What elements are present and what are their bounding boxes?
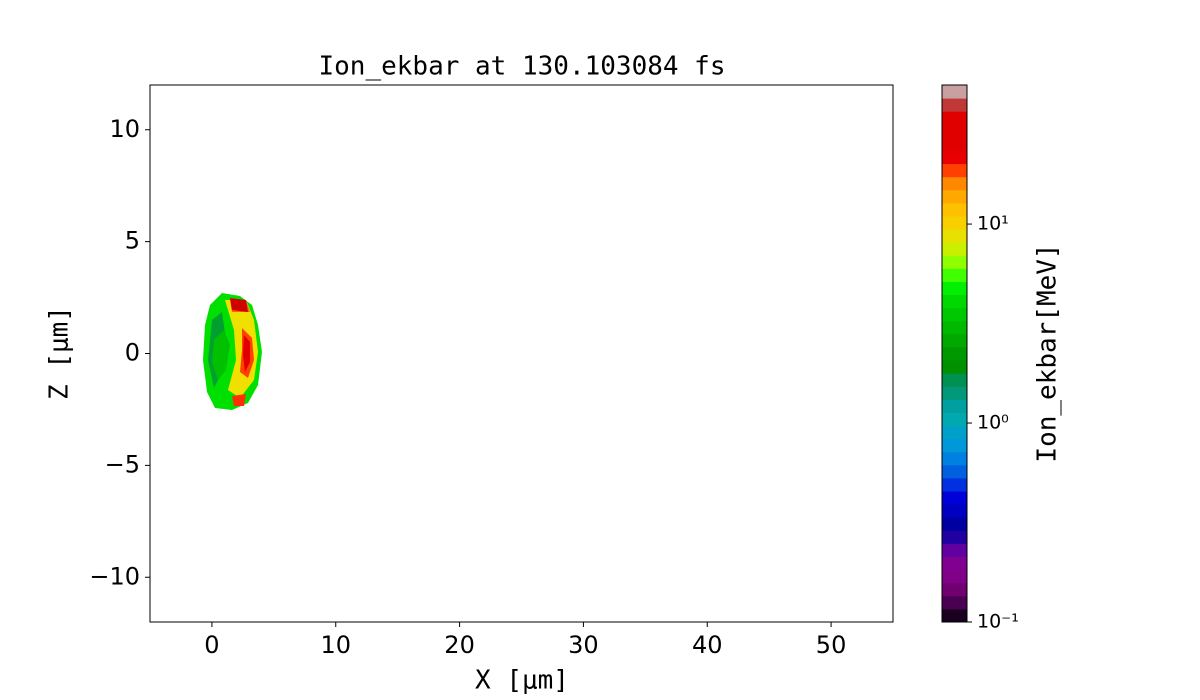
colorbar-band [942, 504, 967, 518]
x-tick-label: 0 [204, 631, 219, 659]
colorbar-band [942, 556, 967, 571]
colorbar-band [942, 451, 967, 466]
colorbar-band [942, 438, 967, 453]
colorbar-band [942, 189, 967, 204]
y-tick-label: 5 [125, 227, 140, 255]
colorbar-band [942, 320, 967, 335]
colorbar-band [942, 530, 967, 544]
colorbar-band [942, 281, 967, 296]
colorbar-band [942, 543, 967, 558]
chart-title: Ion_ekbar at 130.103084 fs [319, 52, 726, 82]
y-tick-label: −10 [89, 562, 140, 590]
colorbar-band [942, 307, 967, 322]
colorbar-band [942, 202, 967, 217]
y-axis-label: Z [μm] [45, 306, 75, 400]
colorbar-band [942, 229, 967, 243]
colorbar-band [942, 582, 967, 597]
colorbar-band [942, 608, 967, 623]
colorbar-band [942, 176, 967, 191]
colorbar-band [942, 373, 967, 387]
colorbar-band [942, 360, 967, 374]
colorbar-band [942, 464, 967, 479]
colorbar-band [942, 517, 967, 531]
colorbar-band [942, 242, 967, 256]
y-tick-label: 0 [125, 339, 140, 367]
x-tick-label: 30 [568, 631, 599, 659]
colorbar-band [942, 98, 967, 112]
colorbar-band [942, 124, 967, 138]
colorbar-band [942, 294, 967, 309]
colorbar-band [942, 569, 967, 584]
colorbar-label: Ion_ekbar[MeV] [1033, 243, 1063, 462]
colorbar-band [942, 215, 967, 230]
field-blob [203, 293, 262, 410]
x-tick-label: 10 [320, 631, 351, 659]
colorbar-band [942, 111, 967, 125]
colorbar-band [942, 386, 967, 400]
y-tick-label: −5 [105, 450, 140, 478]
colorbar-band [942, 477, 967, 492]
colorbar-band [942, 595, 967, 610]
colorbar-band [942, 268, 967, 282]
x-axis-label: X [μm] [475, 666, 569, 696]
x-tick-label: 50 [816, 631, 847, 659]
x-tick-label: 40 [692, 631, 723, 659]
colorbar-tick-label: 10⁰ [977, 412, 1009, 434]
colorbar-band [942, 491, 967, 505]
colorbar-frame [941, 84, 968, 623]
colorbar-band [942, 150, 967, 165]
colorbar-band [942, 425, 967, 440]
colorbar-band [942, 333, 967, 348]
colorbar-band [942, 163, 967, 178]
x-tick-label: 20 [444, 631, 475, 659]
colorbar-band [942, 399, 967, 413]
colorbar-band [942, 346, 967, 361]
colorbar-band [942, 412, 967, 427]
colorbar-tick-label: 10¹ [977, 213, 1009, 235]
y-tick-label: 10 [109, 115, 140, 143]
colorbar-band [942, 85, 967, 99]
colorbar-band [942, 255, 967, 269]
colorbar-tick-label: 10⁻¹ [977, 611, 1019, 633]
colorbar-band [942, 137, 967, 151]
